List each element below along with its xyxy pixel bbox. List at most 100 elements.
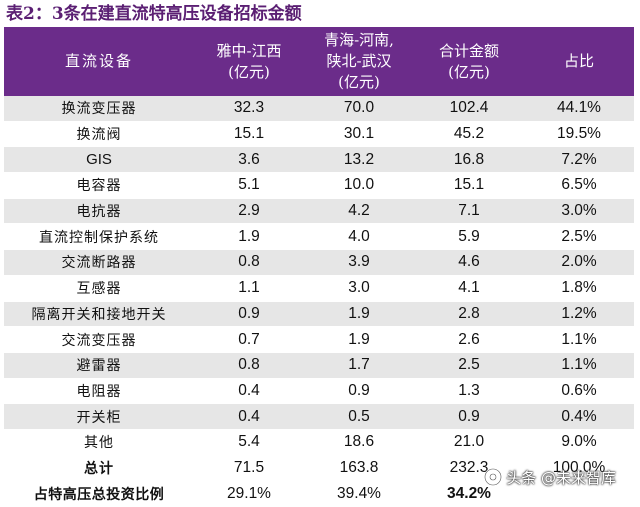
table-row: 电容器 5.1 10.0 15.1 6.5% — [4, 172, 634, 199]
header-line: 雅中-江西 — [216, 41, 282, 60]
table-row: 换流阀 15.1 30.1 45.2 19.5% — [4, 121, 634, 148]
equipment-name: 交流断路器 — [4, 249, 194, 276]
watermark-logo-icon — [484, 468, 503, 486]
value-yazhong: 0.4 — [194, 403, 304, 430]
value-qinghai: 4.0 — [304, 223, 414, 251]
watermark: 头条 @未来智库 — [483, 464, 616, 490]
header-line: 青海-河南, — [324, 31, 394, 49]
value-share: 44.1% — [524, 96, 634, 122]
value-qinghai: 70.0 — [304, 96, 414, 122]
value-total: 2.6 — [414, 326, 524, 353]
total-amount: 232.3 — [414, 454, 524, 482]
value-share: 1.1% — [524, 326, 634, 353]
table-row: 电阻器 0.4 0.9 1.3 0.6% — [4, 378, 634, 405]
value-qinghai: 10.0 — [304, 172, 414, 199]
value-total: 4.1 — [414, 275, 524, 302]
value-share: 2.5% — [524, 223, 634, 251]
header-yazhong-jiangxi: 雅中-江西 (亿元) — [194, 27, 304, 96]
value-total: 5.9 — [414, 223, 524, 251]
equipment-name: 互感器 — [4, 275, 194, 302]
table-row: 换流变压器 32.3 70.0 102.4 44.1% — [4, 96, 634, 122]
value-total: 102.4 — [414, 96, 524, 122]
value-total: 0.9 — [414, 403, 524, 430]
header-total-amount: 合计金额 (亿元) — [414, 27, 524, 96]
header-line: (亿元) — [228, 62, 270, 81]
value-share: 1.8% — [524, 275, 634, 302]
value-yazhong: 3.6 — [194, 146, 304, 174]
equipment-name: GIS — [4, 146, 194, 174]
table-row: 开关柜 0.4 0.5 0.9 0.4% — [4, 403, 634, 430]
table-row: 避雷器 0.8 1.7 2.5 1.1% — [4, 352, 634, 379]
value-qinghai: 18.6 — [304, 429, 414, 456]
value-yazhong: 2.9 — [194, 198, 304, 225]
value-qinghai: 0.9 — [304, 378, 414, 405]
value-share: 3.0% — [524, 198, 634, 225]
value-qinghai: 0.5 — [304, 403, 414, 430]
table-row: 电抗器 2.9 4.2 7.1 3.0% — [4, 198, 634, 225]
table-row: 直流控制保护系统 1.9 4.0 5.9 2.5% — [4, 223, 634, 251]
value-share: 9.0% — [524, 429, 634, 456]
value-share: 1.1% — [524, 352, 634, 379]
watermark-text: 头条 @未来智库 — [506, 468, 616, 487]
value-total: 2.8 — [414, 301, 524, 328]
value-share: 6.5% — [524, 172, 634, 199]
value-yazhong: 0.4 — [194, 378, 304, 405]
header-equipment-line: 直流设备 — [64, 52, 133, 70]
equipment-name: 电抗器 — [4, 198, 194, 225]
value-share: 19.5% — [524, 121, 634, 148]
equipment-name: 换流阀 — [4, 121, 194, 148]
value-yazhong: 1.1 — [194, 275, 304, 302]
value-yazhong: 0.9 — [194, 301, 304, 328]
header-equipment: 直流设备 — [4, 27, 194, 96]
table-row: 其他 5.4 18.6 21.0 9.0% — [4, 429, 634, 456]
share-qinghai: 39.4% — [304, 480, 414, 507]
equipment-name: 其他 — [4, 429, 194, 456]
value-qinghai: 1.9 — [304, 301, 414, 328]
total-label: 总计 — [4, 454, 194, 482]
header-line: 合计金额 — [438, 41, 499, 60]
equipment-name: 避雷器 — [4, 352, 194, 379]
equipment-name: 交流变压器 — [4, 326, 194, 353]
equipment-name: 电阻器 — [4, 378, 194, 405]
value-yazhong: 5.4 — [194, 429, 304, 456]
header-line: (亿元) — [448, 62, 490, 81]
header-line: 陕北-武汉 — [326, 52, 392, 70]
equipment-name: 隔离开关和接地开关 — [4, 301, 194, 328]
table-title: 表2：3条在建直流特高压设备招标金额 — [6, 4, 302, 24]
table-row: 互感器 1.1 3.0 4.1 1.8% — [4, 275, 634, 302]
value-yazhong: 0.7 — [194, 326, 304, 353]
value-share: 2.0% — [524, 249, 634, 276]
header-line: (亿元) — [338, 73, 380, 91]
table-row: 交流变压器 0.7 1.9 2.6 1.1% — [4, 326, 634, 353]
value-qinghai: 1.9 — [304, 326, 414, 353]
value-total: 16.8 — [414, 146, 524, 174]
value-qinghai: 3.0 — [304, 275, 414, 302]
table-row: GIS 3.6 13.2 16.8 7.2% — [4, 146, 634, 174]
value-share: 0.4% — [524, 403, 634, 430]
value-qinghai: 30.1 — [304, 121, 414, 148]
value-qinghai: 13.2 — [304, 146, 414, 174]
value-total: 45.2 — [414, 121, 524, 148]
value-share: 1.2% — [524, 301, 634, 328]
value-total: 4.6 — [414, 249, 524, 276]
value-total: 2.5 — [414, 352, 524, 379]
value-share: 0.6% — [524, 378, 634, 405]
table-row: 交流断路器 0.8 3.9 4.6 2.0% — [4, 249, 634, 276]
value-yazhong: 5.1 — [194, 172, 304, 199]
value-yazhong: 1.9 — [194, 223, 304, 251]
bid-amount-table: 直流设备 雅中-江西 (亿元) 青海-河南, 陕北-武汉 (亿元) 合计金额 (… — [4, 27, 634, 507]
investment-share-label: 占特高压总投资比例 — [4, 480, 194, 507]
header-row: 直流设备 雅中-江西 (亿元) 青海-河南, 陕北-武汉 (亿元) 合计金额 (… — [4, 27, 634, 96]
share-yazhong: 29.1% — [194, 480, 304, 507]
total-row: 总计 71.5 163.8 232.3 100.0% — [4, 454, 634, 482]
total-qinghai: 163.8 — [304, 454, 414, 482]
value-total: 21.0 — [414, 429, 524, 456]
value-yazhong: 0.8 — [194, 352, 304, 379]
equipment-name: 换流变压器 — [4, 96, 194, 122]
equipment-name: 电容器 — [4, 172, 194, 199]
value-yazhong: 0.8 — [194, 249, 304, 276]
value-qinghai: 4.2 — [304, 198, 414, 225]
equipment-name: 直流控制保护系统 — [4, 223, 194, 251]
value-yazhong: 32.3 — [194, 96, 304, 122]
value-yazhong: 15.1 — [194, 121, 304, 148]
